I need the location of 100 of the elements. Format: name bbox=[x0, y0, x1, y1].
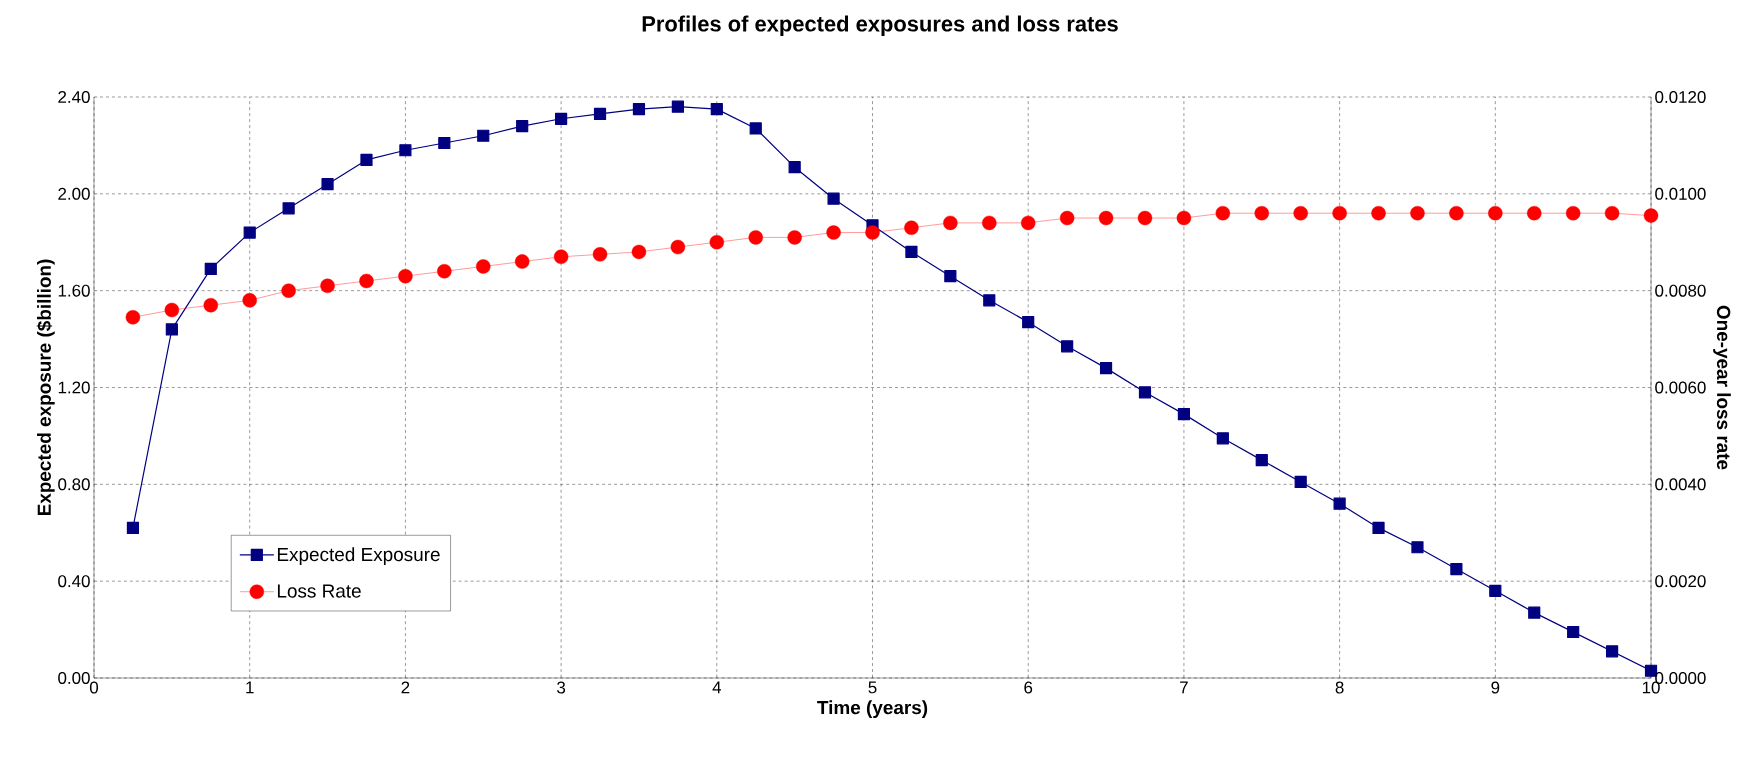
point bbox=[826, 225, 841, 240]
point bbox=[1059, 210, 1075, 226]
y-tick-label: 0.00 bbox=[58, 672, 90, 684]
point bbox=[943, 215, 958, 231]
point bbox=[1450, 562, 1463, 576]
point bbox=[710, 103, 723, 116]
point bbox=[1605, 645, 1619, 658]
y-tick-label: 2.00 bbox=[58, 187, 90, 200]
point bbox=[1137, 210, 1153, 226]
point bbox=[243, 226, 256, 239]
point bbox=[1254, 206, 1269, 221]
point bbox=[398, 268, 413, 284]
x-tick-label: 6 bbox=[1024, 681, 1033, 694]
point bbox=[1293, 206, 1308, 221]
x-tick-label: 5 bbox=[868, 681, 877, 694]
x-tick-label: 9 bbox=[1491, 681, 1500, 694]
point bbox=[555, 112, 568, 125]
point bbox=[165, 323, 178, 336]
point bbox=[1411, 541, 1424, 554]
point bbox=[1061, 340, 1074, 353]
x-tick-label: 0 bbox=[89, 681, 99, 694]
point bbox=[438, 136, 451, 150]
point bbox=[204, 262, 217, 275]
point bbox=[203, 297, 218, 313]
chart-title: Profiles of expected exposures and loss rates bbox=[642, 15, 1118, 36]
point bbox=[281, 283, 296, 298]
point bbox=[631, 244, 647, 260]
y2-tick-label: 0.0040 bbox=[1655, 478, 1706, 491]
point bbox=[1488, 206, 1503, 221]
y2-tick-label: 0.0080 bbox=[1655, 284, 1706, 297]
point bbox=[1371, 206, 1386, 221]
point bbox=[1527, 206, 1542, 221]
point bbox=[982, 215, 997, 231]
point bbox=[282, 202, 295, 215]
point bbox=[476, 259, 491, 274]
y2-axis-title: One-year loss rate bbox=[1713, 305, 1731, 470]
point bbox=[320, 278, 335, 294]
point bbox=[1489, 584, 1502, 597]
x-tick-label: 3 bbox=[557, 681, 566, 694]
point bbox=[1098, 210, 1114, 226]
point bbox=[516, 119, 529, 133]
point bbox=[399, 144, 412, 157]
point bbox=[164, 302, 180, 318]
y-axis-title: Expected exposure ($billion) bbox=[36, 259, 55, 516]
y-tick-label: 1.20 bbox=[58, 381, 90, 394]
point bbox=[748, 230, 763, 245]
x-tick-label: 2 bbox=[401, 681, 410, 694]
point bbox=[983, 294, 996, 307]
point bbox=[592, 247, 608, 262]
point bbox=[709, 235, 725, 250]
point bbox=[1410, 206, 1425, 221]
point bbox=[1643, 208, 1659, 223]
point bbox=[1528, 606, 1541, 619]
y-tick-label: 0.40 bbox=[58, 575, 90, 588]
x-tick-label: 1 bbox=[246, 681, 254, 694]
point bbox=[593, 107, 607, 121]
point bbox=[359, 273, 374, 289]
point bbox=[787, 230, 802, 245]
point bbox=[1177, 408, 1191, 421]
point bbox=[1604, 206, 1620, 221]
point bbox=[1333, 497, 1346, 510]
x-axis-title: Time (years) bbox=[817, 700, 928, 718]
point bbox=[437, 264, 452, 279]
point bbox=[827, 192, 840, 205]
point bbox=[477, 129, 490, 142]
point bbox=[360, 153, 373, 167]
point bbox=[321, 178, 334, 191]
point bbox=[1332, 206, 1347, 221]
point bbox=[553, 249, 569, 264]
y-tick-label: 2.40 bbox=[58, 91, 90, 103]
point bbox=[671, 100, 684, 113]
y-tick-label: 1.60 bbox=[58, 284, 90, 297]
point bbox=[1216, 432, 1229, 445]
legend-label: Loss Rate bbox=[277, 584, 361, 598]
x-tick-label: 7 bbox=[1180, 681, 1188, 694]
y2-tick-label: 0.0120 bbox=[1655, 90, 1706, 103]
point bbox=[944, 270, 957, 283]
x-tick-label: 8 bbox=[1335, 681, 1344, 694]
point bbox=[1099, 362, 1113, 375]
point bbox=[1215, 206, 1231, 221]
point bbox=[1567, 625, 1580, 639]
point bbox=[242, 293, 257, 308]
point bbox=[1138, 386, 1152, 399]
y2-tick-label: 0.0020 bbox=[1655, 575, 1706, 588]
point bbox=[125, 310, 141, 325]
point bbox=[126, 521, 140, 535]
x-tick-label: 4 bbox=[712, 681, 722, 694]
point bbox=[1565, 206, 1581, 221]
point bbox=[905, 245, 918, 259]
y2-tick-label: 0.0100 bbox=[1655, 187, 1706, 200]
point bbox=[1021, 215, 1036, 231]
point bbox=[1255, 454, 1268, 467]
point bbox=[749, 122, 762, 135]
point bbox=[788, 161, 801, 174]
point bbox=[670, 239, 686, 255]
legend-label: Expected Exposure bbox=[277, 547, 440, 565]
point bbox=[1022, 316, 1035, 329]
point bbox=[865, 225, 880, 240]
point bbox=[904, 220, 919, 235]
point bbox=[514, 254, 530, 269]
